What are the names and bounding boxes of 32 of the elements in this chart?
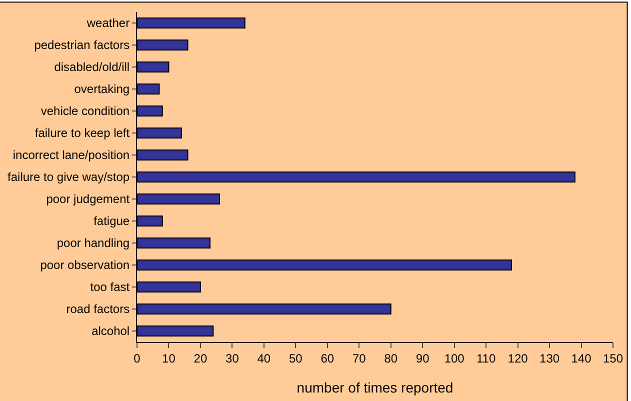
- x-tick-label: 10: [162, 351, 176, 366]
- x-tick-label: 150: [602, 351, 624, 366]
- y-tick-label: vehicle condition: [40, 104, 130, 118]
- x-axis-title: number of times reported: [296, 380, 454, 396]
- x-tick-label: 70: [352, 351, 366, 366]
- y-tick-label: weather: [86, 16, 130, 30]
- x-tick-label: 80: [384, 351, 398, 366]
- x-tick-label: 100: [444, 351, 465, 366]
- x-tick-label: 40: [257, 351, 271, 366]
- y-tick-label: too fast: [90, 280, 130, 294]
- y-tick-label: poor observation: [40, 258, 130, 272]
- x-tick-label: 120: [508, 351, 528, 366]
- x-tick-label: 0: [134, 351, 141, 366]
- x-tick-label: 20: [194, 351, 208, 366]
- x-tick-label: 130: [540, 351, 560, 366]
- x-tick-label: 30: [226, 351, 240, 366]
- x-tick-label: 60: [320, 351, 334, 366]
- x-tick-label: 110: [476, 351, 496, 366]
- y-tick-label: failure to give way/stop: [8, 170, 130, 184]
- y-tick-label: overtaking: [74, 82, 130, 96]
- y-tick-label: failure to keep left: [34, 126, 130, 140]
- y-tick-label: alcohol: [92, 324, 130, 338]
- y-tick-label: disabled/old/ill: [54, 60, 130, 74]
- x-tick-label: 90: [416, 351, 430, 366]
- x-tick-label: 140: [571, 351, 592, 366]
- y-tick-label: incorrect lane/position: [12, 148, 130, 162]
- x-tick-label: 50: [288, 351, 303, 366]
- y-tick-label: poor handling: [56, 236, 130, 250]
- y-tick-label: road factors: [66, 302, 130, 316]
- y-tick-label: fatigue: [94, 214, 130, 228]
- y-tick-label: pedestrian factors: [34, 38, 130, 52]
- y-tick-label: poor judgement: [46, 192, 130, 206]
